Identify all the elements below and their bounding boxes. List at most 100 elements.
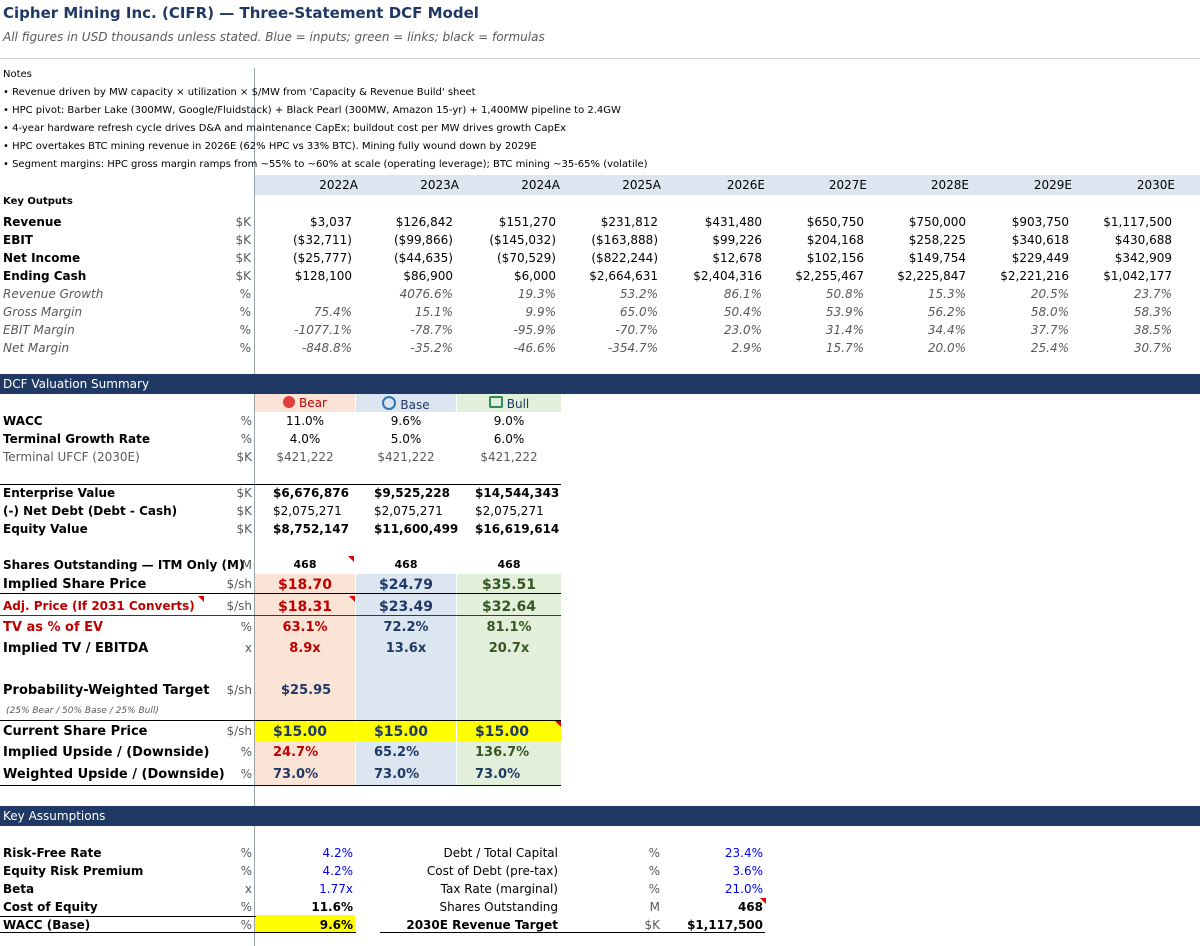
scenario-value: 73.0% <box>374 767 420 782</box>
value-cell: 31.4% <box>825 323 864 337</box>
assumption-value[interactable]: 23.4% <box>724 846 763 860</box>
scenario-header-base: Base <box>356 396 456 412</box>
year-header-row <box>255 175 1200 195</box>
note-item: • Segment margins: HPC gross margin ramp… <box>3 159 648 170</box>
row-label: Revenue <box>3 215 62 229</box>
unit-label: $K <box>236 522 252 536</box>
unit-label: $K <box>235 233 251 247</box>
unit-label: M <box>649 900 660 914</box>
value-cell: $431,480 <box>704 215 762 229</box>
scenario-value: 468 <box>497 558 521 571</box>
scenario-value: $421,222 <box>377 450 435 464</box>
value-cell: $204,168 <box>806 233 864 247</box>
unit-label: % <box>239 287 251 301</box>
value-cell: $2,225,847 <box>897 269 966 283</box>
assumption-value[interactable]: 4.2% <box>322 864 354 878</box>
row-label: Implied Share Price <box>3 577 147 592</box>
scenario-value: $15.00 <box>374 724 429 740</box>
scenario-value: $16,619,614 <box>475 522 560 536</box>
row-label: Implied TV / EBITDA <box>3 641 149 656</box>
value-cell: $102,156 <box>806 251 864 265</box>
weighting-note: (25% Bear / 50% Base / 25% Bull) <box>6 706 159 716</box>
assumption-value[interactable]: 4.2% <box>322 846 354 860</box>
unit-label: x <box>244 641 252 655</box>
comment-indicator[interactable] <box>198 596 204 602</box>
assumption-value: 9.6% <box>319 918 353 932</box>
divider <box>0 593 561 594</box>
row-label: Net Margin <box>3 341 70 355</box>
row-label: Revenue Growth <box>3 287 104 301</box>
value-cell: -78.7% <box>410 323 453 337</box>
scenario-value: 11.0% <box>285 414 325 428</box>
value-cell: $258,225 <box>908 233 966 247</box>
scenario-value: $421,222 <box>480 450 538 464</box>
value-cell: $3,037 <box>310 215 352 229</box>
scenario-value: 6.0% <box>493 432 525 446</box>
unit-label: % <box>240 432 252 446</box>
value-cell: $2,664,631 <box>589 269 658 283</box>
value-cell: -70.7% <box>615 323 658 337</box>
scenario-value: 468 <box>394 558 418 571</box>
note-item: • Revenue driven by MW capacity × utiliz… <box>3 87 476 98</box>
value-cell: 50.4% <box>723 305 762 319</box>
scenario-value: $24.79 <box>378 577 434 593</box>
scenario-value: $18.70 <box>277 577 333 593</box>
assumption-label: Equity Risk Premium <box>3 864 144 878</box>
value-cell: -35.2% <box>410 341 453 355</box>
comment-indicator[interactable] <box>760 898 766 904</box>
note-item: • 4-year hardware refresh cycle drives D… <box>3 123 567 134</box>
assumption-value[interactable]: 3.6% <box>732 864 764 878</box>
scenario-value: 81.1% <box>486 620 532 635</box>
comment-indicator[interactable] <box>349 596 355 602</box>
scenario-value: $2,075,271 <box>273 504 342 518</box>
value-cell: -354.7% <box>607 341 658 355</box>
unit-label: % <box>239 323 251 337</box>
value-cell: 9.9% <box>525 305 557 319</box>
divider <box>0 785 561 786</box>
unit-label: % <box>240 767 252 781</box>
assumption-value[interactable]: 1.77x <box>319 882 353 896</box>
unit-label: x <box>244 882 252 896</box>
value-cell: 38.5% <box>1133 323 1172 337</box>
scenario-value: $11,600,499 <box>374 522 459 536</box>
unit-label: % <box>240 846 252 860</box>
value-cell: 23.0% <box>723 323 762 337</box>
assumption-label: Risk-Free Rate <box>3 846 102 860</box>
divider <box>0 720 561 721</box>
unit-label: % <box>240 745 252 759</box>
value-cell: $2,404,316 <box>693 269 762 283</box>
value-cell: 19.3% <box>517 287 556 301</box>
row-label: Probability-Weighted Target <box>3 683 210 698</box>
scenario-header-bull: Bull <box>457 396 561 411</box>
divider <box>380 932 765 933</box>
row-label: Equity Value <box>3 522 88 536</box>
value-cell: $1,117,500 <box>1103 215 1172 229</box>
comment-indicator[interactable] <box>555 721 561 727</box>
value-cell: -95.9% <box>513 323 556 337</box>
value-cell: 86.1% <box>723 287 762 301</box>
scenario-value: $2,075,271 <box>475 504 544 518</box>
value-cell: ($44,635) <box>394 251 453 265</box>
probability-weighted-target: $25.95 <box>281 683 332 698</box>
value-cell: $151,270 <box>498 215 556 229</box>
unit-label: % <box>648 846 660 860</box>
key-outputs-heading: Key Outputs <box>3 196 73 207</box>
row-label: Current Share Price <box>3 724 148 739</box>
year-header-cell: 2024A <box>521 178 560 192</box>
row-label: TV as % of EV <box>3 620 104 635</box>
unit-label: $/sh <box>226 577 252 591</box>
value-cell: $430,688 <box>1114 233 1172 247</box>
note-item: • HPC pivot: Barber Lake (300MW, Google/… <box>3 105 621 116</box>
column-divider <box>254 68 255 946</box>
comment-indicator[interactable] <box>348 556 354 562</box>
value-cell: 15.7% <box>825 341 864 355</box>
scenario-value: $35.51 <box>481 577 537 593</box>
value-cell: 58.3% <box>1133 305 1172 319</box>
year-header-cell: 2023A <box>420 178 459 192</box>
scenario-value: $421,222 <box>276 450 334 464</box>
scenario-value: $23.49 <box>378 599 434 615</box>
value-cell: 20.5% <box>1030 287 1069 301</box>
scenario-value: $8,752,147 <box>273 522 349 536</box>
assumption-value[interactable]: 21.0% <box>724 882 763 896</box>
value-cell: $342,909 <box>1114 251 1172 265</box>
